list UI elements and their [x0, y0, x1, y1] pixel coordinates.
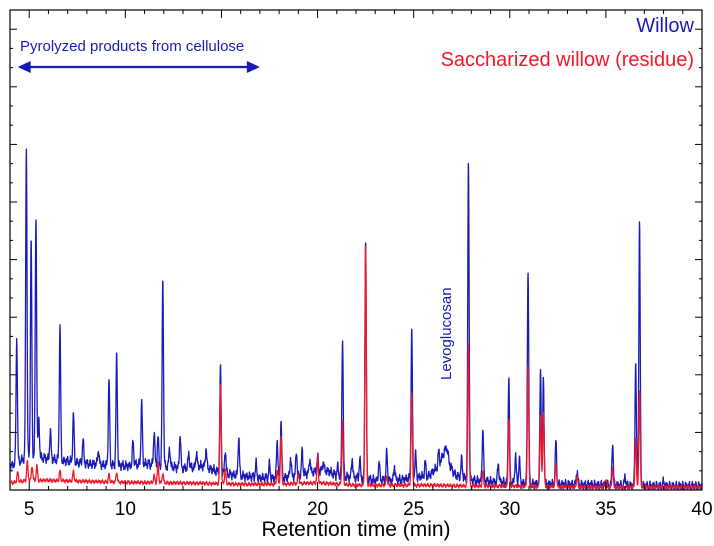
- x-axis-title: Retention time (min): [261, 518, 450, 541]
- legend-willow: Willow: [636, 15, 694, 37]
- series-line-saccharized-willow-residue: [10, 245, 702, 490]
- x-tick-label: 30: [499, 499, 520, 520]
- arrowhead-right-icon: [246, 61, 260, 73]
- x-tick-label: 10: [115, 499, 136, 520]
- x-tick-label: 40: [691, 499, 712, 520]
- x-tick-label: 15: [211, 499, 232, 520]
- x-tick-label: 5: [24, 499, 35, 520]
- levoglucosan-label: Levoglucosan: [438, 287, 455, 380]
- arrowhead-left-icon: [17, 61, 31, 73]
- legend-saccharized-willow: Saccharized willow (residue): [441, 49, 694, 71]
- x-tick-label: 20: [307, 499, 328, 520]
- series-line-willow: [10, 148, 702, 490]
- x-tick-label: 35: [595, 499, 616, 520]
- cellulose-range-label: Pyrolyzed products from cellulose: [20, 38, 244, 55]
- plot-frame: [9, 9, 703, 491]
- x-tick-label: 25: [403, 499, 424, 520]
